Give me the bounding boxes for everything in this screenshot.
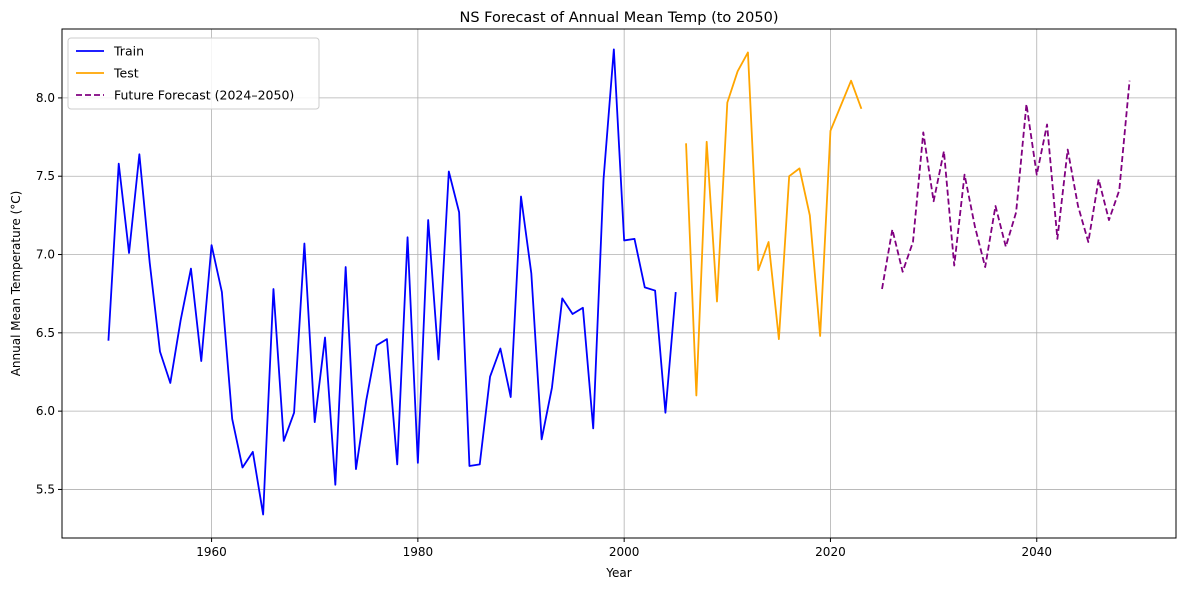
y-tick-label: 6.5: [36, 326, 55, 340]
y-tick-label: 8.0: [36, 91, 55, 105]
plot-frame: [61, 28, 1177, 539]
series-line-train: [107, 48, 677, 516]
legend-label: Future Forecast (2024–2050): [114, 88, 294, 103]
y-tick-label: 7.0: [36, 248, 55, 262]
y-axis-label: Annual Mean Temperature (°C): [9, 191, 23, 377]
x-tick-label: 1960: [196, 545, 227, 559]
grid-lines: [62, 29, 1176, 538]
legend-label: Train: [113, 44, 144, 59]
legend: Train Test Future Forecast (2024–2050): [67, 37, 320, 110]
chart-title: NS Forecast of Annual Mean Temp (to 2050…: [460, 10, 779, 26]
y-tick-label: 6.0: [36, 404, 55, 418]
x-tick-label: 2020: [815, 545, 846, 559]
ticks-layer: 1960 1980 2000 2020 2040 5.5 6.0 6.5 7.0 7.5 8.0: [36, 91, 1052, 559]
y-tick-label: 5.5: [36, 482, 55, 496]
x-tick-label: 2040: [1021, 545, 1052, 559]
y-tick-label: 7.5: [36, 169, 55, 183]
legend-label: Test: [113, 66, 139, 81]
series-line-future: [881, 80, 1131, 290]
x-tick-label: 2000: [609, 545, 640, 559]
legend-box: [67, 37, 320, 110]
x-tick-label: 1980: [403, 545, 434, 559]
x-axis-label: Year: [605, 566, 631, 580]
series-layer: [107, 48, 1131, 516]
series-line-test: [685, 51, 863, 397]
